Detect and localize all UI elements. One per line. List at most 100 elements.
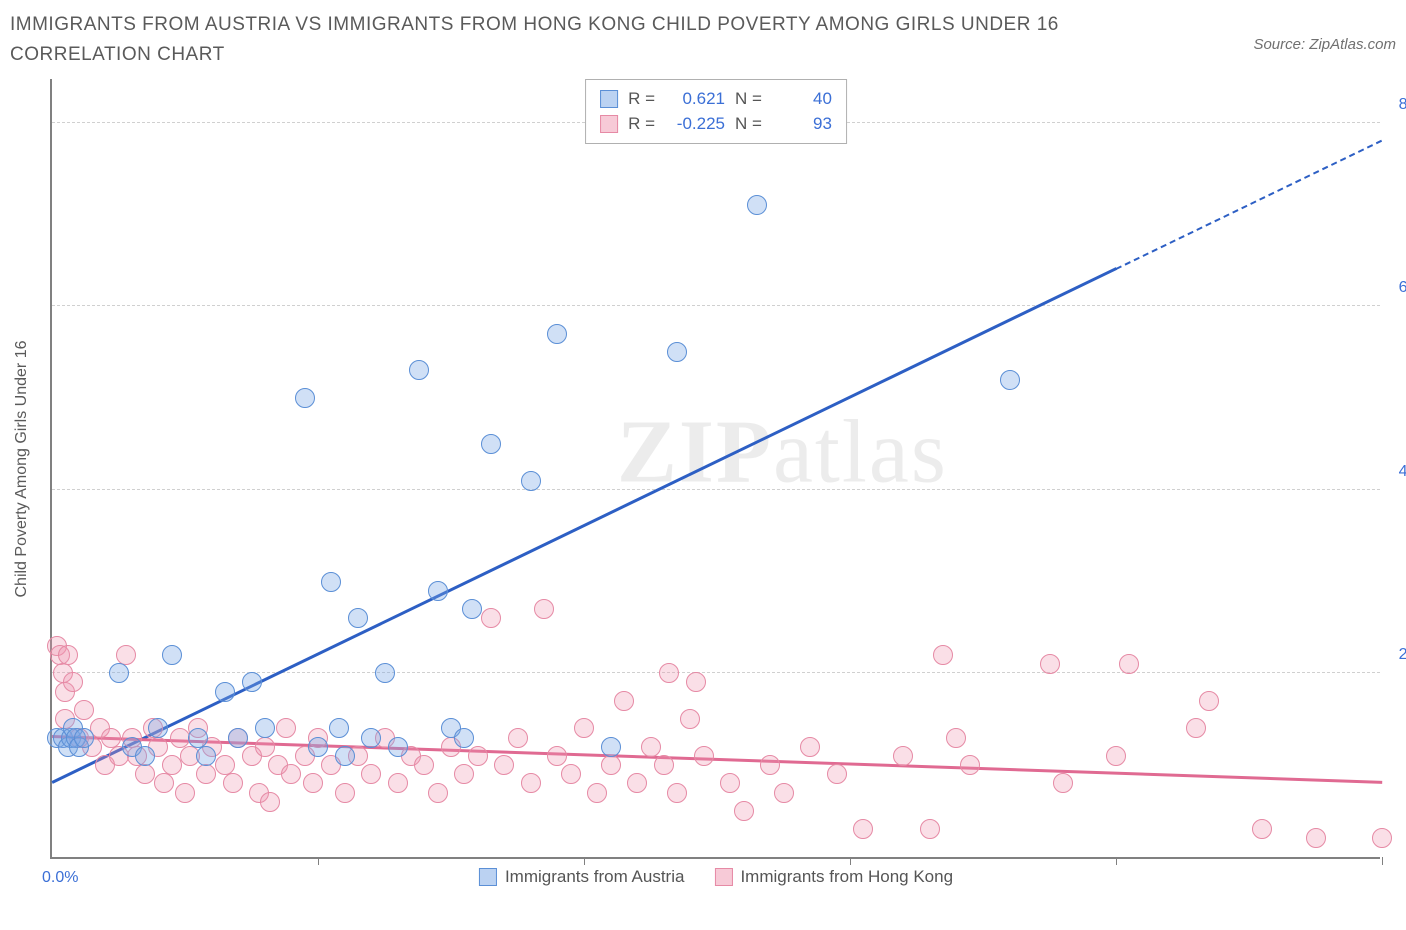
- scatter-point: [276, 718, 296, 738]
- scatter-point: [255, 718, 275, 738]
- scatter-point: [281, 764, 301, 784]
- scatter-point: [74, 728, 94, 748]
- scatter-point: [74, 700, 94, 720]
- legend-label-b: Immigrants from Hong Kong: [740, 867, 953, 887]
- legend-stats-row-a: R = 0.621 N = 40: [600, 86, 832, 112]
- x-tick: [850, 857, 851, 865]
- scatter-point: [170, 728, 190, 748]
- scatter-point: [148, 718, 168, 738]
- r-label: R =: [628, 86, 655, 112]
- scatter-point: [255, 737, 275, 757]
- gridline: [52, 305, 1380, 306]
- scatter-point: [601, 737, 621, 757]
- scatter-point: [223, 773, 243, 793]
- header-row: IMMIGRANTS FROM AUSTRIA VS IMMIGRANTS FR…: [10, 10, 1396, 71]
- scatter-point: [547, 746, 567, 766]
- legend-item-austria: Immigrants from Austria: [479, 867, 685, 887]
- scatter-point: [388, 737, 408, 757]
- x-tick: [318, 857, 319, 865]
- scatter-point: [654, 755, 674, 775]
- scatter-point: [388, 773, 408, 793]
- r-value-a: 0.621: [665, 86, 725, 112]
- chart-container: IMMIGRANTS FROM AUSTRIA VS IMMIGRANTS FR…: [10, 10, 1396, 859]
- scatter-point: [641, 737, 661, 757]
- scatter-point: [335, 746, 355, 766]
- y-tick-label: 40.0%: [1399, 463, 1406, 481]
- scatter-point: [215, 682, 235, 702]
- scatter-point: [601, 755, 621, 775]
- scatter-point: [329, 718, 349, 738]
- plot-area: ZIPatlas R = 0.621 N = 40 R = -0.225 N =…: [50, 79, 1380, 859]
- scatter-point: [414, 755, 434, 775]
- scatter-point: [361, 764, 381, 784]
- scatter-point: [534, 599, 554, 619]
- scatter-point: [154, 773, 174, 793]
- scatter-point: [188, 728, 208, 748]
- scatter-point: [800, 737, 820, 757]
- scatter-point: [196, 746, 216, 766]
- scatter-point: [58, 645, 78, 665]
- scatter-point: [428, 783, 448, 803]
- scatter-point: [1119, 654, 1139, 674]
- chart-title: IMMIGRANTS FROM AUSTRIA VS IMMIGRANTS FR…: [10, 10, 1110, 71]
- legend-stats: R = 0.621 N = 40 R = -0.225 N = 93: [585, 79, 847, 144]
- scatter-point: [893, 746, 913, 766]
- scatter-point: [308, 737, 328, 757]
- scatter-point: [1040, 654, 1060, 674]
- scatter-point: [242, 672, 262, 692]
- n-label: N =: [735, 86, 762, 112]
- scatter-point: [827, 764, 847, 784]
- scatter-point: [1372, 828, 1392, 848]
- scatter-point: [260, 792, 280, 812]
- x-tick-label-min: 0.0%: [42, 869, 78, 887]
- gridline: [52, 489, 1380, 490]
- scatter-point: [694, 746, 714, 766]
- scatter-point: [162, 645, 182, 665]
- r-label: R =: [628, 111, 655, 137]
- legend-item-hongkong: Immigrants from Hong Kong: [714, 867, 953, 887]
- scatter-point: [116, 645, 136, 665]
- scatter-point: [454, 728, 474, 748]
- scatter-point: [720, 773, 740, 793]
- swatch-austria-icon: [479, 868, 497, 886]
- n-value-b: 93: [772, 111, 832, 137]
- scatter-point: [659, 663, 679, 683]
- scatter-point: [162, 755, 182, 775]
- scatter-point: [101, 728, 121, 748]
- scatter-point: [1000, 370, 1020, 390]
- x-tick: [1382, 857, 1383, 865]
- scatter-point: [335, 783, 355, 803]
- scatter-point: [734, 801, 754, 821]
- legend-label-a: Immigrants from Austria: [505, 867, 685, 887]
- scatter-point: [454, 764, 474, 784]
- scatter-point: [1053, 773, 1073, 793]
- scatter-point: [63, 672, 83, 692]
- swatch-hongkong-icon: [714, 868, 732, 886]
- y-axis-label: Child Poverty Among Girls Under 16: [13, 340, 31, 597]
- scatter-point: [462, 599, 482, 619]
- legend-series: Immigrants from Austria Immigrants from …: [479, 867, 953, 887]
- scatter-point: [1199, 691, 1219, 711]
- scatter-point: [196, 764, 216, 784]
- scatter-point: [228, 728, 248, 748]
- swatch-austria-icon: [600, 90, 618, 108]
- scatter-point: [468, 746, 488, 766]
- scatter-point: [303, 773, 323, 793]
- scatter-point: [481, 608, 501, 628]
- scatter-point: [348, 608, 368, 628]
- scatter-point: [627, 773, 647, 793]
- trend-line: [51, 267, 1116, 783]
- scatter-point: [680, 709, 700, 729]
- scatter-point: [494, 755, 514, 775]
- n-value-a: 40: [772, 86, 832, 112]
- scatter-point: [760, 755, 780, 775]
- scatter-point: [175, 783, 195, 803]
- y-tick-label: 80.0%: [1399, 96, 1406, 114]
- scatter-point: [614, 691, 634, 711]
- swatch-hongkong-icon: [600, 115, 618, 133]
- scatter-point: [774, 783, 794, 803]
- source-attribution: Source: ZipAtlas.com: [1253, 36, 1396, 53]
- watermark-rest: atlas: [773, 403, 948, 502]
- n-label: N =: [735, 111, 762, 137]
- scatter-point: [587, 783, 607, 803]
